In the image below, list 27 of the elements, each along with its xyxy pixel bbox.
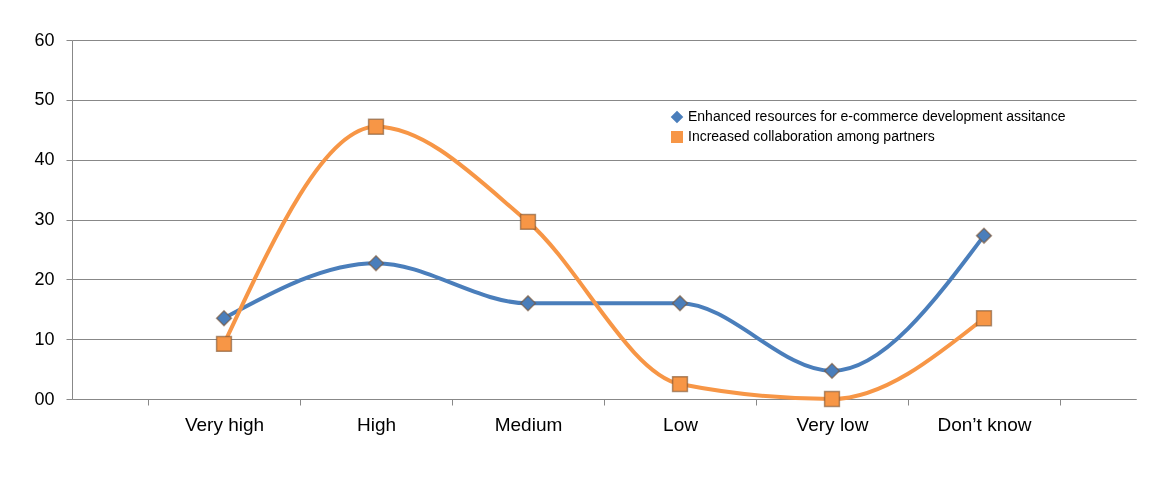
point bbox=[823, 362, 841, 380]
x-tick-label: High bbox=[356, 413, 397, 435]
x-tick-label: Don’t know bbox=[937, 413, 1032, 435]
point bbox=[823, 390, 841, 408]
legend-label: Increased collaboration among partners bbox=[688, 128, 935, 144]
point bbox=[671, 375, 689, 393]
y-tick-label: 50 bbox=[34, 89, 55, 110]
point bbox=[671, 295, 689, 312]
y-tick-label: 60 bbox=[34, 29, 55, 50]
point bbox=[367, 255, 385, 272]
point bbox=[367, 118, 385, 135]
legend-label: Enhanced resources for e-commerce development assitance bbox=[688, 108, 1066, 124]
x-tick-label: Very low bbox=[796, 413, 869, 435]
x-tick-label: Low bbox=[663, 413, 699, 435]
point bbox=[975, 227, 993, 244]
y-tick-label: 20 bbox=[34, 268, 55, 289]
point bbox=[519, 213, 537, 231]
y-tick-label: 10 bbox=[34, 328, 55, 349]
point bbox=[519, 295, 537, 312]
point bbox=[215, 335, 233, 353]
y-tick-label: 40 bbox=[34, 149, 55, 170]
x-tick-label: Medium bbox=[494, 413, 563, 435]
y-tick-label: 30 bbox=[34, 209, 55, 229]
x-tick-label: Very high bbox=[184, 413, 265, 435]
point bbox=[215, 310, 233, 327]
point bbox=[975, 310, 993, 327]
y-tick-label: 00 bbox=[34, 388, 55, 409]
